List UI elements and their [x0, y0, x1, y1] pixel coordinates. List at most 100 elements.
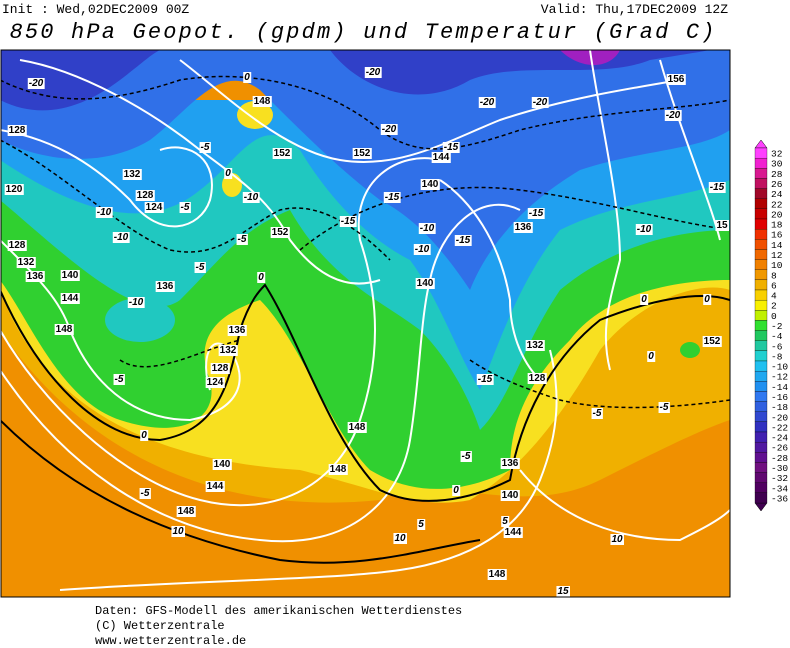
geopotential-label: 140 — [422, 179, 439, 190]
geopotential-label-bg — [270, 227, 290, 238]
colorbar-label: 6 — [771, 280, 777, 291]
geopotential-label: 144 — [433, 152, 450, 163]
temperature-label-bg — [199, 142, 211, 153]
colorbar-swatch — [754, 492, 768, 504]
colorbar-label: -24 — [771, 433, 788, 444]
temperature-label-bg — [194, 262, 206, 273]
colorbar-label: -14 — [771, 382, 788, 393]
geopotential-label: 136 — [229, 325, 246, 336]
geopotential-label: 132 — [124, 169, 141, 180]
colorbar-label: -2 — [771, 321, 783, 332]
colorbar-label: 28 — [771, 169, 783, 180]
colorbar-swatch — [754, 249, 768, 260]
colorbar: 32302826242220181614121086420-2-4-6-8-10… — [754, 139, 788, 512]
colorbar-label: -28 — [771, 453, 788, 464]
temperature-label-bg — [703, 294, 712, 305]
temperature-label: -10 — [129, 297, 144, 308]
field-blue — [1, 50, 730, 290]
geopotential-label-bg — [328, 464, 348, 475]
colorbar-swatch — [754, 401, 768, 412]
geopotential-label: 148 — [254, 96, 271, 107]
field-purple — [560, 50, 620, 65]
colorbar-swatch — [754, 462, 768, 473]
map-frame — [0, 49, 731, 598]
colorbar-swatch — [754, 198, 768, 210]
geopotential-label: 148 — [56, 324, 73, 335]
colorbar-label: 18 — [771, 220, 783, 231]
geopotential-label-bg — [513, 222, 533, 233]
geopotential-label: 128 — [212, 363, 229, 374]
temperature-label: -5 — [462, 451, 471, 462]
temperature-label-bg — [236, 234, 248, 245]
colorbar-label: 22 — [771, 199, 783, 210]
colorbar-label: -30 — [771, 463, 788, 474]
temperature-label-bg — [139, 488, 151, 499]
temperature-label-bg — [417, 519, 426, 530]
colorbar-label: 4 — [771, 291, 777, 302]
geopotential-label-bg — [7, 125, 27, 136]
field-green-patch — [680, 342, 700, 358]
colorbar-swatch — [754, 208, 768, 220]
temperature-label: -10 — [415, 244, 430, 255]
geopotential-label-bg — [227, 325, 247, 336]
geopotential-label: 148 — [330, 464, 347, 475]
temperature-label-bg — [664, 110, 682, 121]
geopotential-label: 144 — [505, 527, 522, 538]
temperature-label-bg — [380, 124, 398, 135]
footer-source: Daten: GFS-Modell des amerikanischen Wet… — [95, 604, 462, 618]
geopotential-label: 144 — [207, 481, 224, 492]
geopotential-label: 136 — [515, 222, 532, 233]
colorbar-swatch — [754, 188, 768, 199]
geopotential-label-bg — [352, 148, 372, 159]
colorbar-label: -4 — [771, 331, 783, 342]
temperature-label-bg — [647, 351, 656, 362]
temperature-label-bg — [454, 235, 472, 246]
temperature-label: -15 — [444, 142, 459, 153]
temperature-label-bg — [478, 97, 496, 108]
geopotential-label-bg — [135, 190, 155, 201]
geopotential-label: 132 — [220, 345, 237, 356]
colorbar-label: -36 — [771, 493, 788, 504]
geopotential-label: 144 — [62, 293, 79, 304]
field-dark-blue — [1, 50, 710, 111]
temperature-label-bg — [171, 526, 185, 537]
temperature-label: 0 — [641, 294, 647, 305]
temperature-label: -15 — [341, 216, 356, 227]
colorbar-label: 2 — [771, 301, 777, 312]
temperature-label: 5 — [418, 519, 424, 530]
colorbar-swatch — [754, 320, 768, 331]
temperature-label: 0 — [453, 485, 459, 496]
geopotential-label-bg — [500, 490, 520, 501]
colorbar-label: 14 — [771, 240, 783, 251]
temperature-label: -20 — [29, 78, 44, 89]
colorbar-swatch — [754, 269, 768, 281]
colorbar-swatch — [754, 279, 768, 291]
colorbar-swatch — [754, 310, 768, 321]
colorbar-swatch — [754, 259, 768, 270]
temperature-label-bg — [127, 297, 145, 308]
temperature-label-bg — [383, 192, 401, 203]
geopotential-label-bg — [347, 422, 367, 433]
temperature-label-bg — [635, 224, 653, 235]
geopotential-label: 140 — [502, 490, 519, 501]
colorbar-swatch — [754, 228, 768, 240]
temperature-label-bg — [113, 374, 125, 385]
geopotential-label: 15 — [716, 220, 728, 231]
geopotential-label: 156 — [668, 74, 685, 85]
geopotential-label-bg — [487, 569, 507, 580]
geopotential-label-bg — [218, 345, 238, 356]
valid-time: Valid: Thu,17DEC2009 12Z — [541, 2, 728, 17]
temperature-label: -5 — [141, 488, 150, 499]
temperature-label: -15 — [456, 235, 471, 246]
geopotential-label: 148 — [178, 506, 195, 517]
colorbar-label: 12 — [771, 250, 783, 261]
map-field — [1, 50, 730, 597]
geopotential-label-bg — [525, 340, 545, 351]
geopotential-label-bg — [252, 96, 272, 107]
temperature-label: -10 — [114, 232, 129, 243]
geopotential-label-bg — [122, 169, 142, 180]
colorbar-swatch — [754, 482, 768, 494]
geopotential-label: 140 — [417, 278, 434, 289]
colorbar-swatch — [754, 289, 768, 301]
geopotential-label-bg — [155, 281, 175, 292]
